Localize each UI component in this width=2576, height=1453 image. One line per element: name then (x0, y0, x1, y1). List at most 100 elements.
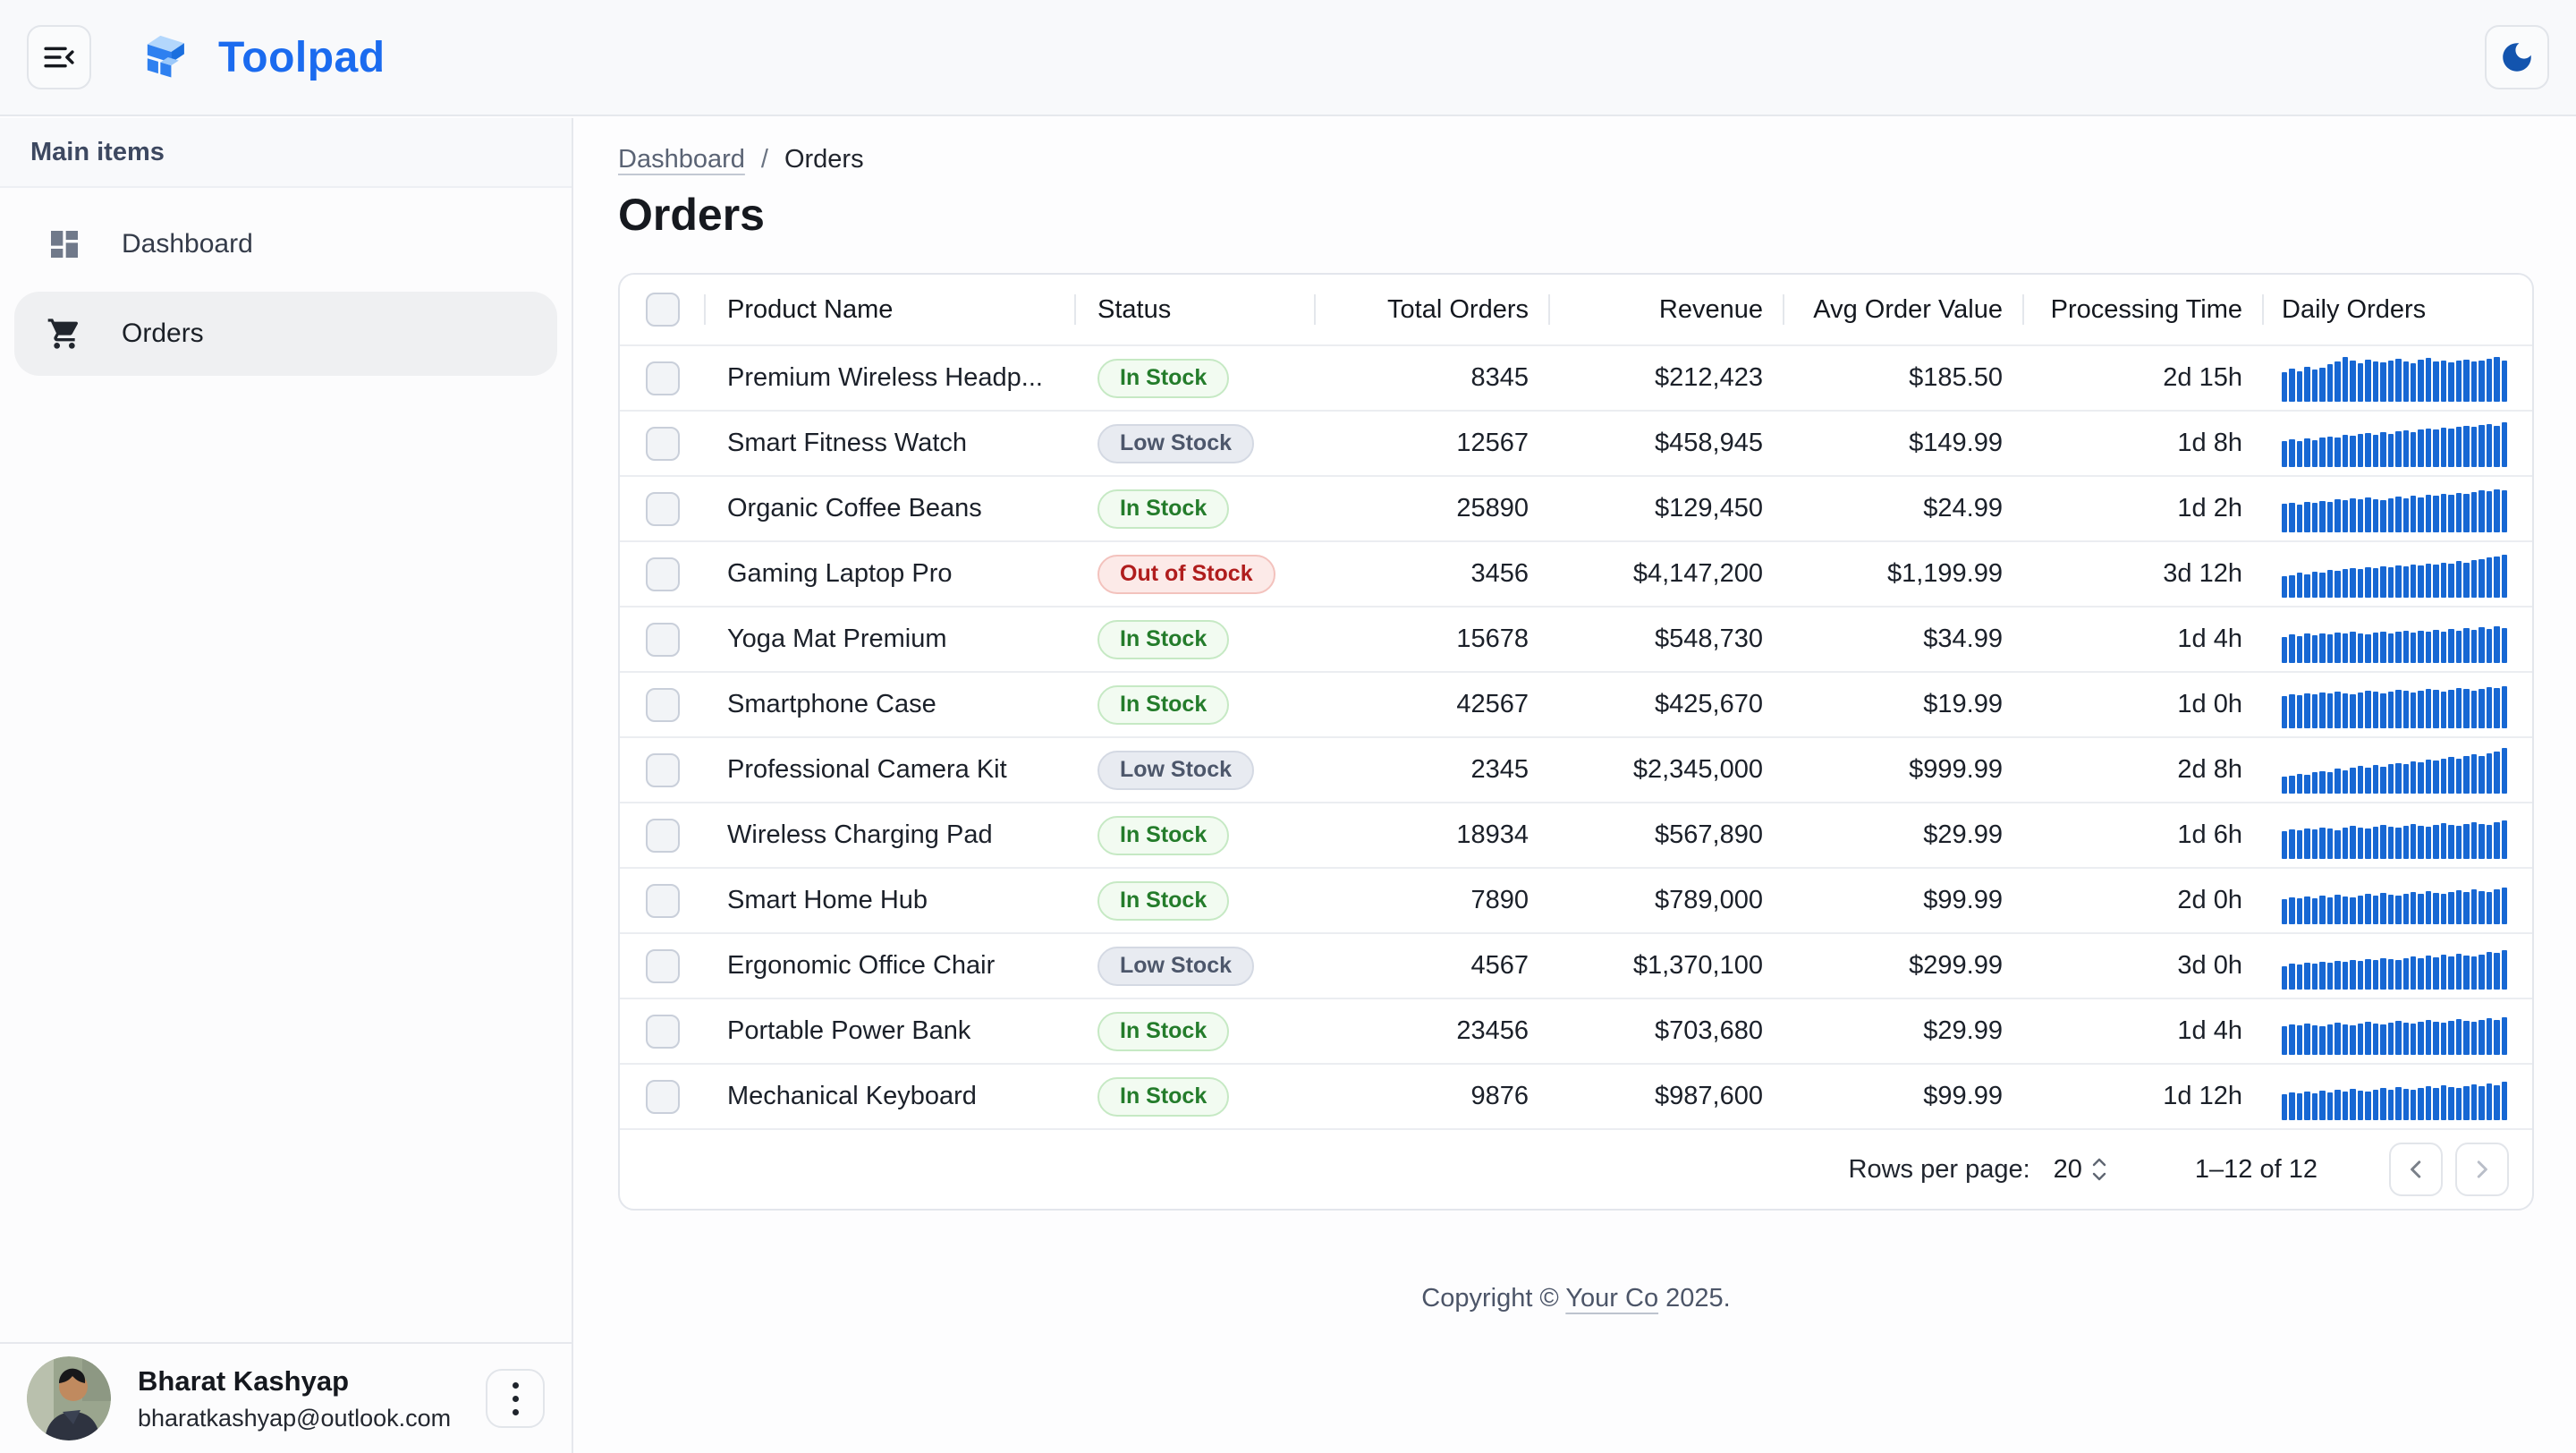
avg-order-value-cell: $34.99 (1784, 608, 2024, 671)
user-account-panel: Bharat Kashyap bharatkashyap@outlook.com (0, 1342, 572, 1453)
table-row[interactable]: Ergonomic Office Chair Low Stock 4567 $1,37… (620, 932, 2532, 998)
processing-time-cell: 1d 8h (2024, 412, 2264, 475)
breadcrumb-dashboard-link[interactable]: Dashboard (618, 145, 745, 174)
sidebar-item-dashboard[interactable]: Dashboard (14, 202, 557, 286)
revenue-cell: $4,147,200 (1550, 542, 1784, 606)
your-co-link[interactable]: Your Co (1565, 1284, 1659, 1313)
product-name-cell: Smart Fitness Watch (706, 412, 1076, 475)
row-checkbox[interactable] (646, 818, 680, 853)
daily-orders-cell (2264, 346, 2532, 410)
table-row[interactable]: Wireless Charging Pad In Stock 18934 $567,8… (620, 802, 2532, 867)
processing-time-cell: 3d 12h (2024, 542, 2264, 606)
product-name-cell-text: Smartphone Case (727, 690, 936, 718)
total-orders-cell-text: 23456 (1456, 1016, 1529, 1045)
revenue-cell: $703,680 (1550, 999, 1784, 1063)
table-row[interactable]: Mechanical Keyboard In Stock 9876 $987,600 $… (620, 1063, 2532, 1128)
processing-time-cell-text: 1d 0h (2177, 690, 2242, 718)
daily-orders-cell (2264, 738, 2532, 802)
total-orders-cell: 15678 (1316, 608, 1550, 671)
table-row[interactable]: Gaming Laptop Pro Out of Stock 3456 $4,147,… (620, 540, 2532, 606)
column-header-product-name[interactable]: Product Name (706, 275, 1076, 344)
total-orders-cell-text: 15678 (1456, 625, 1529, 653)
table-row[interactable]: Organic Coffee Beans In Stock 25890 $129,45… (620, 475, 2532, 540)
total-orders-cell-text: 12567 (1456, 429, 1529, 457)
avg-order-value-cell: $299.99 (1784, 934, 2024, 998)
status-cell: Low Stock (1076, 934, 1316, 998)
previous-page-button[interactable] (2389, 1143, 2443, 1196)
table-row[interactable]: Smart Fitness Watch Low Stock 12567 $458,94… (620, 410, 2532, 475)
row-checkbox[interactable] (646, 557, 680, 591)
row-checkbox[interactable] (646, 491, 680, 526)
total-orders-cell: 18934 (1316, 803, 1550, 867)
sidebar-item-orders[interactable]: Orders (14, 292, 557, 376)
column-header-label: Processing Time (2050, 294, 2242, 324)
table-row[interactable]: Smartphone Case In Stock 42567 $425,670 $19.… (620, 671, 2532, 736)
total-orders-cell-text: 9876 (1470, 1082, 1529, 1110)
daily-orders-sparkline (2282, 747, 2508, 794)
app-bar: Toolpad (0, 0, 2576, 116)
row-checkbox[interactable] (646, 1014, 680, 1049)
status-cell: Low Stock (1076, 412, 1316, 475)
daily-orders-sparkline (2282, 812, 2508, 859)
avg-order-value-cell-text: $299.99 (1909, 951, 2003, 980)
daily-orders-cell (2264, 412, 2532, 475)
avg-order-value-cell: $19.99 (1784, 673, 2024, 736)
total-orders-cell: 23456 (1316, 999, 1550, 1063)
row-checkbox[interactable] (646, 426, 680, 461)
column-header-daily-orders[interactable]: Daily Orders (2264, 275, 2532, 344)
status-badge: In Stock (1097, 880, 1230, 921)
sidebar-collapse-button[interactable] (27, 25, 91, 89)
user-menu-button[interactable] (486, 1369, 545, 1428)
rows-per-page-select[interactable]: 20 (2054, 1154, 2109, 1185)
processing-time-cell-text: 1d 2h (2177, 494, 2242, 523)
revenue-cell: $425,670 (1550, 673, 1784, 736)
avg-order-value-cell-text: $24.99 (1923, 494, 2003, 523)
daily-orders-sparkline (2282, 421, 2508, 467)
product-name-cell-text: Organic Coffee Beans (727, 494, 982, 523)
processing-time-cell: 2d 15h (2024, 346, 2264, 410)
processing-time-cell-text: 1d 8h (2177, 429, 2242, 457)
row-checkbox[interactable] (646, 752, 680, 787)
row-checkbox[interactable] (646, 883, 680, 918)
status-cell: In Stock (1076, 477, 1316, 540)
column-header-label: Revenue (1658, 294, 1763, 324)
revenue-cell: $129,450 (1550, 477, 1784, 540)
row-checkbox-cell (620, 477, 706, 540)
toolpad-logo-icon (147, 35, 184, 78)
row-checkbox-cell (620, 412, 706, 475)
column-header-processing-time[interactable]: Processing Time (2024, 275, 2264, 344)
avg-order-value-cell: $999.99 (1784, 738, 2024, 802)
row-checkbox[interactable] (646, 361, 680, 395)
table-row[interactable]: Premium Wireless Headp... In Stock 8345 $21… (620, 344, 2532, 410)
column-header-revenue[interactable]: Revenue (1550, 275, 1784, 344)
daily-orders-cell (2264, 803, 2532, 867)
avg-order-value-cell-text: $185.50 (1909, 363, 2003, 392)
row-checkbox[interactable] (646, 948, 680, 983)
column-header-status[interactable]: Status (1076, 275, 1316, 344)
daily-orders-sparkline (2282, 355, 2508, 402)
product-name-cell-text: Gaming Laptop Pro (727, 559, 953, 588)
row-checkbox[interactable] (646, 687, 680, 722)
theme-toggle-button[interactable] (2485, 25, 2549, 89)
daily-orders-cell (2264, 477, 2532, 540)
processing-time-cell-text: 3d 12h (2163, 559, 2242, 588)
avg-order-value-cell-text: $149.99 (1909, 429, 2003, 457)
table-row[interactable]: Professional Camera Kit Low Stock 2345 $2,3… (620, 736, 2532, 802)
user-email: bharatkashyap@outlook.com (138, 1404, 452, 1432)
column-header-avg-order-value[interactable]: Avg Order Value (1784, 275, 2024, 344)
row-checkbox-cell (620, 803, 706, 867)
column-header-total-orders[interactable]: Total Orders (1316, 275, 1550, 344)
revenue-cell-text: $567,890 (1655, 820, 1763, 849)
next-page-button[interactable] (2455, 1143, 2509, 1196)
avg-order-value-cell-text: $1,199.99 (1886, 559, 2003, 588)
table-row[interactable]: Yoga Mat Premium In Stock 15678 $548,730 $34… (620, 606, 2532, 671)
table-row[interactable]: Smart Home Hub In Stock 7890 $789,000 $99.99… (620, 867, 2532, 932)
total-orders-cell: 3456 (1316, 542, 1550, 606)
revenue-cell: $212,423 (1550, 346, 1784, 410)
row-checkbox[interactable] (646, 1079, 680, 1114)
row-checkbox-cell (620, 346, 706, 410)
select-all-checkbox[interactable] (646, 293, 680, 327)
table-row[interactable]: Portable Power Bank In Stock 23456 $703,680… (620, 998, 2532, 1063)
brand[interactable]: Toolpad (143, 31, 386, 83)
row-checkbox[interactable] (646, 622, 680, 657)
